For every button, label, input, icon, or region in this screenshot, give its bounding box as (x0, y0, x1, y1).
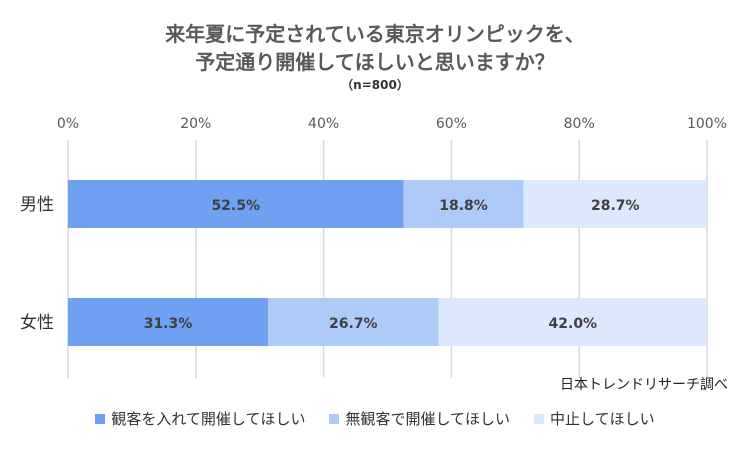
legend-item-cancel: 中止してほしい (534, 408, 655, 429)
data-label: 42.0% (549, 316, 598, 332)
x-tick-label: 100% (687, 116, 727, 132)
x-tick-label: 80% (564, 116, 595, 132)
data-label: 28.7% (591, 198, 640, 214)
data-label: 26.7% (329, 316, 378, 332)
legend-label-cancel: 中止してほしい (550, 410, 655, 428)
bar-segment (68, 180, 404, 228)
legend-swatch-no-audience (329, 413, 340, 424)
bar-segment (438, 298, 707, 346)
legend-label-with-audience: 観客を入れて開催してほしい (111, 410, 306, 428)
bar-segment (523, 180, 707, 228)
category-label: 男性 (20, 195, 54, 215)
x-tick-label: 0% (57, 116, 79, 132)
x-tick-label: 60% (436, 116, 467, 132)
bar-segment (403, 180, 524, 228)
chart-title-line-2: 予定通り開催してほしいと思いますか？ (195, 50, 555, 74)
bar-segment (268, 298, 439, 346)
x-tick-label: 40% (308, 116, 339, 132)
bar-segment (68, 298, 269, 346)
data-label: 18.8% (439, 198, 488, 214)
chart-title-line-1: 来年夏に予定されている東京オリンピックを、 (165, 22, 585, 46)
legend-swatch-with-audience (95, 413, 106, 424)
data-label: 31.3% (144, 316, 193, 332)
chart-legend: 観客を入れて開催してほしい 無観客で開催してほしい 中止してほしい (0, 408, 750, 429)
x-tick-label: 20% (180, 116, 211, 132)
legend-swatch-cancel (534, 413, 545, 424)
chart-subtitle: （n=800） (341, 78, 409, 92)
data-label: 52.5% (211, 198, 260, 214)
legend-item-with-audience: 観客を入れて開催してほしい (95, 408, 305, 429)
category-label: 女性 (20, 313, 54, 333)
legend-label-no-audience: 無観客で開催してほしい (345, 410, 511, 428)
legend-item-no-audience: 無観客で開催してほしい (329, 408, 510, 429)
source-note: 日本トレンドリサーチ調べ (560, 377, 728, 393)
